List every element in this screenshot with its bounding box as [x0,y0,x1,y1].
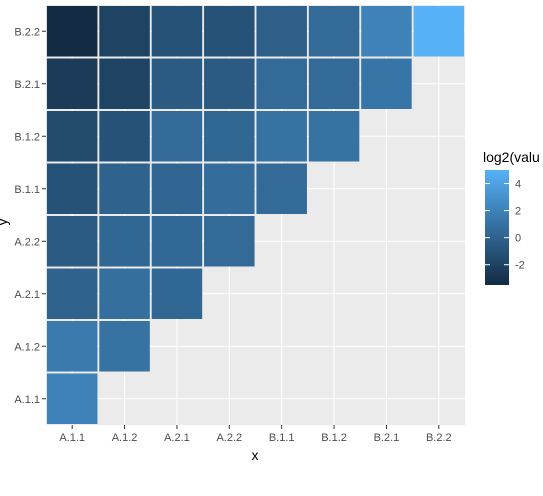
heatmap-cell-B.1.1-B.2.2 [256,6,307,57]
y-axis-ticks: A.1.1 A.1.2 A.2.1 A.2.2 B.1.1 B.1.2 B.2.1 B.2.2 [14,26,46,406]
heatmap-cell-A.1.1-A.2.1 [46,268,98,319]
heatmap-cell-A.1.2-B.1.2 [99,111,150,162]
legend-break-label: 4 [515,179,521,191]
x-tick-label: A.1.1 [59,432,85,444]
y-axis-title: y [0,219,10,226]
heatmap-cell-A.1.2-B.1.1 [99,163,150,214]
y-tick-label: B.1.1 [14,184,40,196]
heatmap-cell-A.1.2-A.1.2 [99,321,150,372]
y-tick-label: A.2.2 [14,236,40,248]
heatmap-cell-B.2.2-B.2.2 [413,6,465,57]
x-tick-label: B.1.1 [269,432,295,444]
x-tick-label: A.1.2 [112,432,138,444]
heatmap-cell-A.2.1-A.2.2 [151,216,203,267]
y-tick-label: A.1.1 [14,394,40,406]
heatmap-cell-A.1.1-A.1.2 [46,321,98,372]
heatmap-cell-B.1.2-B.2.1 [308,58,360,109]
heatmap-cell-A.2.1-B.1.1 [151,163,203,214]
heatmap-cell-B.1.1-B.2.1 [256,58,307,109]
x-tick-label: B.2.1 [374,432,400,444]
heatmap-cell-A.2.2-B.1.2 [204,111,255,162]
heatmap-cell-A.1.1-A.1.1 [46,373,98,424]
y-tick-label: A.2.1 [14,289,40,301]
x-axis-title: x [252,447,259,463]
legend-ticks: 4 2 0 -2 [485,179,525,272]
heatmap-cell-A.1.2-B.2.1 [99,58,150,109]
heatmap-cells [46,6,465,424]
y-tick-label: B.2.1 [14,79,40,91]
heatmap-cell-A.2.2-A.2.2 [204,216,255,267]
heatmap-cell-A.1.2-B.2.2 [99,6,150,57]
heatmap-cell-B.1.1-B.1.2 [256,111,307,162]
heatmap-cell-A.2.1-B.2.2 [151,6,203,57]
x-axis-ticks: A.1.1 A.1.2 A.2.1 A.2.2 B.1.1 B.1.2 B.2.1 B.2.2 [59,425,452,444]
x-tick-label: A.2.2 [216,432,242,444]
legend-break-label: 2 [515,206,521,218]
legend-title: log2(valu [483,149,540,165]
heatmap-cell-A.1.1-B.2.1 [46,58,98,109]
legend-break-label: 0 [515,233,521,245]
heatmap-cell-A.2.1-B.1.2 [151,111,203,162]
heatmap-cell-A.1.1-B.1.1 [46,163,98,214]
heatmap-cell-B.1.2-B.1.2 [308,111,360,162]
heatmap-cell-A.1.1-B.2.2 [46,6,98,57]
legend-break-label: -2 [515,260,525,272]
heatmap-cell-B.2.1-B.2.1 [361,58,412,109]
x-tick-label: B.1.2 [321,432,347,444]
heatmap-cell-A.1.1-A.2.2 [46,216,98,267]
heatmap-cell-B.2.1-B.2.2 [361,6,412,57]
legend-colorbar [485,170,509,285]
heatmap-cell-A.2.2-B.2.1 [204,58,255,109]
heatmap-cell-A.1.2-A.2.1 [99,268,150,319]
heatmap-cell-A.2.2-B.1.1 [204,163,255,214]
heatmap-cell-A.2.1-A.2.1 [151,268,203,319]
y-tick-label: B.2.2 [14,26,40,38]
x-tick-label: A.2.1 [164,432,190,444]
heatmap-cell-A.1.1-B.1.2 [46,111,98,162]
x-tick-label: B.2.2 [426,432,452,444]
y-tick-label: A.1.2 [14,341,40,353]
heatmap-cell-B.1.1-B.1.1 [256,163,307,214]
heatmap-cell-A.1.2-A.2.2 [99,216,150,267]
y-tick-label: B.1.2 [14,131,40,143]
heatmap-cell-B.1.2-B.2.2 [308,6,360,57]
heatmap-cell-A.2.1-B.2.1 [151,58,203,109]
heatmap-cell-A.2.2-B.2.2 [204,6,255,57]
